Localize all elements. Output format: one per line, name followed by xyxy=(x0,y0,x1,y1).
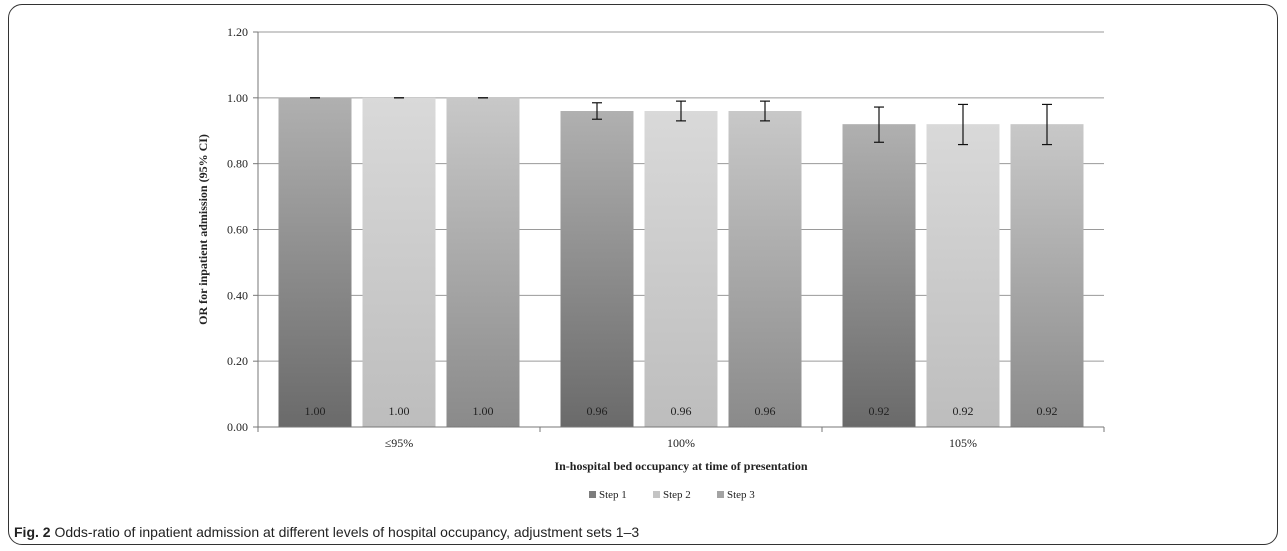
data-label: 0.92 xyxy=(953,404,974,418)
y-tick-label: 1.00 xyxy=(227,91,248,105)
legend-swatch xyxy=(589,491,596,498)
data-label: 0.92 xyxy=(869,404,890,418)
bar-step-1 xyxy=(561,111,634,427)
bar-step-2 xyxy=(363,98,436,427)
figure-caption: Fig. 2 Odds-ratio of inpatient admission… xyxy=(14,524,639,540)
data-label: 1.00 xyxy=(473,404,494,418)
bar-step-2 xyxy=(645,111,718,427)
bar-step-2 xyxy=(927,124,1000,427)
bar-step-3 xyxy=(729,111,802,427)
legend: Step 1 Step 2 Step 3 xyxy=(589,489,755,501)
x-tick-label: ≤95% xyxy=(385,436,414,450)
data-label: 0.96 xyxy=(671,404,692,418)
y-axis-title: OR for inpatient admission (95% CI) xyxy=(196,134,210,325)
data-label: 1.00 xyxy=(389,404,410,418)
legend-swatch xyxy=(717,491,724,498)
caption-label: Fig. 2 xyxy=(14,524,51,540)
data-label: 0.96 xyxy=(755,404,776,418)
y-tick-label: 0.60 xyxy=(227,223,248,237)
bar-step-3 xyxy=(1011,124,1084,427)
bar-step-1 xyxy=(279,98,352,427)
bars: 1.00 1.00 1.00 0.96 0.96 0.96 0.92 0.92 0.92 xyxy=(279,98,1084,427)
legend-label: Step 2 xyxy=(663,489,691,501)
x-tick-label: 100% xyxy=(667,436,695,450)
caption-text: Odds-ratio of inpatient admission at dif… xyxy=(54,524,639,540)
y-tick-label: 0.80 xyxy=(227,157,248,171)
data-label: 0.96 xyxy=(587,404,608,418)
x-axis-title: In-hospital bed occupancy at time of pre… xyxy=(554,459,807,473)
y-tick-label: 0.40 xyxy=(227,288,248,302)
legend-label: Step 1 xyxy=(599,489,627,501)
y-tick-label: 1.20 xyxy=(227,25,248,39)
y-tick-label: 0.20 xyxy=(227,354,248,368)
bar-chart: 1.00 1.00 1.00 0.96 0.96 0.96 0.92 0.92 0.92 0.0… xyxy=(0,0,1287,520)
bar-step-1 xyxy=(843,124,916,427)
data-label: 1.00 xyxy=(305,404,326,418)
x-tick-label: 105% xyxy=(949,436,977,450)
legend-label: Step 3 xyxy=(727,489,755,501)
y-tick-label: 0.00 xyxy=(227,420,248,434)
bar-step-3 xyxy=(447,98,520,427)
legend-swatch xyxy=(653,491,660,498)
data-label: 0.92 xyxy=(1037,404,1058,418)
